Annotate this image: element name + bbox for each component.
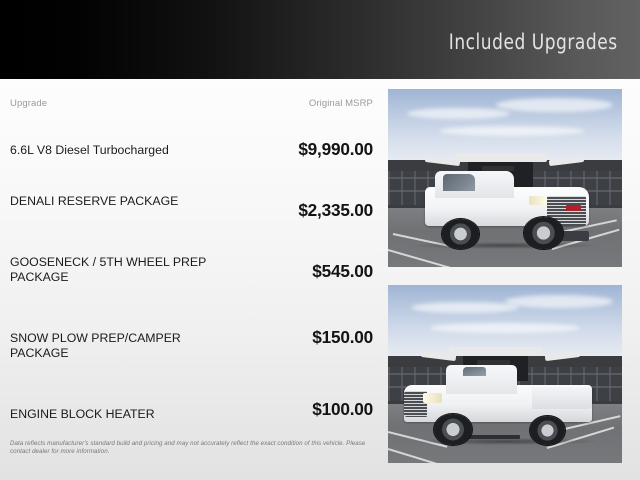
running-board — [449, 434, 521, 439]
table-row: GOOSENECK / 5TH WHEEL PREP PACKAGE $545.… — [10, 255, 373, 315]
truck-windshield — [443, 174, 475, 191]
table-column-headers: Upgrade Original MSRP — [10, 98, 373, 112]
disclaimer-text: Data reflects manufacturer's standard bu… — [10, 440, 366, 456]
buick-logo-icon — [481, 165, 515, 172]
page-header: Included Upgrades — [0, 0, 640, 79]
upgrade-label: DENALI RESERVE PACKAGE — [10, 194, 179, 208]
gmc-badge-icon — [566, 205, 582, 212]
entrance-canopy — [453, 153, 548, 162]
upgrade-label: SNOW PLOW PREP/CAMPER PACKAGE — [10, 331, 181, 360]
upgrade-price: $9,990.00 — [298, 139, 373, 159]
column-header-upgrade: Upgrade — [10, 98, 48, 109]
table-row: ENGINE BLOCK HEATER $100.00 — [10, 399, 373, 459]
upgrade-label: GOOSENECK / 5TH WHEEL PREP PACKAGE — [10, 255, 207, 284]
table-row: 6.6L V8 Diesel Turbocharged $9,990.00 — [10, 139, 373, 199]
gmc-sierra-truck — [404, 365, 592, 445]
upgrade-price: $545.00 — [312, 261, 373, 281]
cloud — [411, 302, 520, 314]
page-title: Included Upgrades — [449, 30, 618, 54]
table-row: SNOW PLOW PREP/CAMPER PACKAGE $150.00 — [10, 327, 373, 387]
sky — [388, 89, 622, 161]
buick-logo-icon — [476, 359, 510, 366]
upgrade-price: $100.00 — [312, 399, 373, 419]
truck-grille — [404, 391, 427, 418]
upgrade-label: 6.6L V8 Diesel Turbocharged — [10, 143, 169, 157]
truck-wheel — [523, 217, 564, 249]
column-header-msrp: Original MSRP — [308, 98, 373, 109]
truck-wheel — [529, 415, 566, 445]
lot-stripe — [388, 249, 456, 267]
truck-headlamp — [528, 195, 547, 206]
truck-cab — [435, 170, 514, 198]
vehicle-shadow — [411, 242, 599, 250]
cloud — [495, 97, 613, 112]
lot-stripe — [388, 447, 460, 463]
truck-window — [463, 367, 487, 376]
truck-headlamp — [423, 392, 442, 404]
truck-wheel — [434, 414, 472, 445]
upgrade-label: ENGINE BLOCK HEATER — [10, 407, 155, 421]
entrance-canopy — [448, 347, 543, 357]
cloud — [439, 126, 585, 136]
truck-wheel — [441, 218, 480, 249]
content-area: Upgrade Original MSRP 6.6L V8 Diesel Tur… — [0, 79, 640, 480]
cloud — [505, 294, 613, 308]
upgrade-price: $150.00 — [312, 327, 373, 347]
sky — [388, 285, 622, 357]
cloud — [406, 107, 510, 119]
upgrades-table: Upgrade Original MSRP 6.6L V8 Diesel Tur… — [0, 79, 382, 480]
vehicle-photo-side-front — [388, 285, 622, 463]
table-row: DENALI RESERVE PACKAGE $2,335.00 — [10, 194, 373, 254]
vehicle-shadow — [411, 438, 599, 446]
truck-bed — [531, 386, 592, 410]
vehicle-photo-front-three-quarter — [388, 89, 622, 267]
cloud — [430, 323, 580, 333]
gmc-sierra-truck — [425, 170, 590, 249]
truck-cab — [445, 365, 517, 395]
upgrade-price: $2,335.00 — [298, 200, 373, 220]
